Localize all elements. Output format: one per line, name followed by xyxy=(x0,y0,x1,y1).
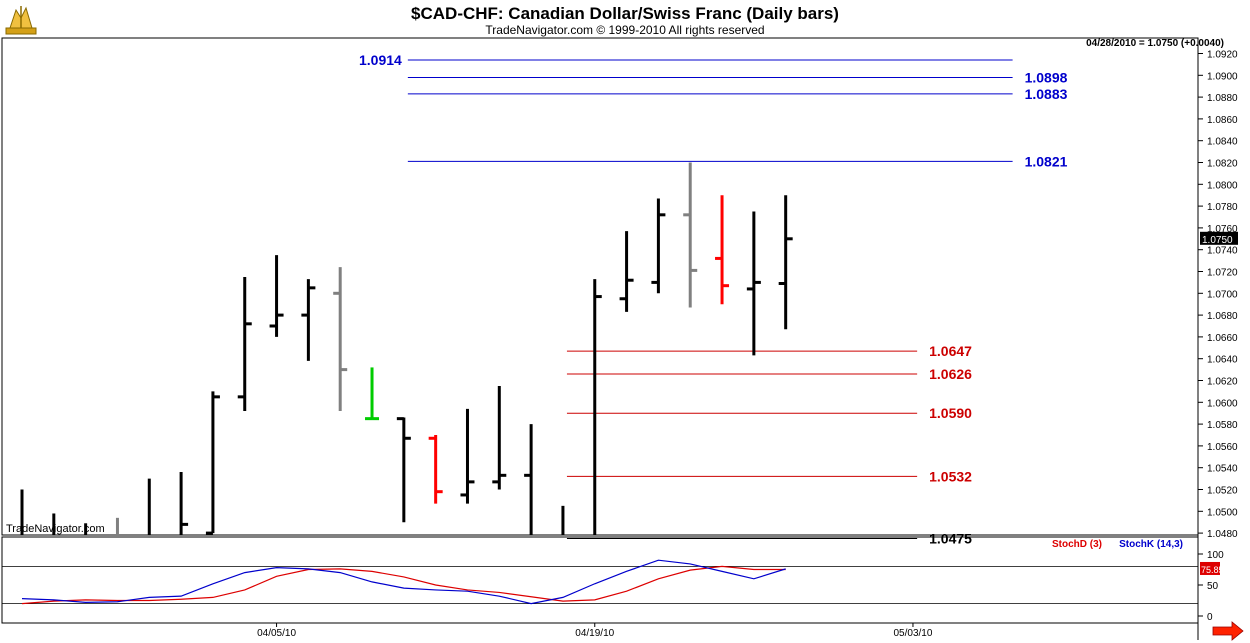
price-tick-label: 1.0600 xyxy=(1207,398,1238,409)
price-tick-label: 1.0820 xyxy=(1207,159,1238,170)
price-tick-label: 1.0840 xyxy=(1207,137,1238,148)
price-tick-label: 1.0760 xyxy=(1207,224,1238,235)
price-tick-label: 1.0520 xyxy=(1207,486,1238,497)
date-tick-label: 05/03/10 xyxy=(893,628,932,639)
level-label: 1.0647 xyxy=(929,343,972,359)
stochastic-last-value-label: 75.85 xyxy=(1201,565,1224,575)
legend-stochd: StochD (3) xyxy=(1052,539,1102,550)
stochastic-series-line xyxy=(21,559,786,605)
price-tick-label: 1.0620 xyxy=(1207,377,1238,388)
legend-stochk: StochK (14,3) xyxy=(1119,539,1183,550)
level-label: 1.0590 xyxy=(929,405,972,421)
price-tick-label: 1.0580 xyxy=(1207,420,1238,431)
price-tick-label: 1.0640 xyxy=(1207,355,1238,366)
price-tick-label: 1.0560 xyxy=(1207,442,1238,453)
price-tick-label: 1.0920 xyxy=(1207,50,1238,61)
price-tick-label: 1.0880 xyxy=(1207,93,1238,104)
stochastic-tick-label: 50 xyxy=(1207,581,1219,592)
stochastic-tick-label: 0 xyxy=(1207,612,1213,623)
price-tick-label: 1.0700 xyxy=(1207,289,1238,300)
price-tick-label: 1.0800 xyxy=(1207,180,1238,191)
price-tick-label: 1.0740 xyxy=(1207,246,1238,257)
last-price-label: 1.0750 xyxy=(1202,235,1233,246)
stochastic-series-line xyxy=(21,565,786,605)
last-price-status: 04/28/2010 = 1.0750 (+0.0040) xyxy=(1086,38,1224,49)
level-label: 1.0626 xyxy=(929,366,972,382)
date-tick-label: 04/19/10 xyxy=(575,628,614,639)
price-tick-label: 1.0480 xyxy=(1207,529,1238,540)
stochastic-tick-label: 100 xyxy=(1207,550,1224,561)
price-panel-frame xyxy=(1,37,1199,536)
stochastic-lines xyxy=(21,559,786,605)
price-tick-label: 1.0900 xyxy=(1207,71,1238,82)
tradenavigator-logo-icon xyxy=(5,6,37,35)
stochastic-last-value-box xyxy=(1200,561,1220,575)
chart-title: $CAD-CHF: Canadian Dollar/Swiss Franc (D… xyxy=(411,4,839,23)
date-tick-label: 04/05/10 xyxy=(257,628,296,639)
ohlc-bars xyxy=(20,162,793,535)
last-price-box xyxy=(1200,231,1238,245)
level-label: 1.0883 xyxy=(1025,86,1068,102)
price-tick-label: 1.0720 xyxy=(1207,268,1238,279)
watermark-text: TradeNavigator.com xyxy=(6,523,105,535)
price-tick-label: 1.0660 xyxy=(1207,333,1238,344)
level-label: 1.0532 xyxy=(929,468,972,484)
level-label: 1.0898 xyxy=(1025,69,1068,85)
price-tick-label: 1.0780 xyxy=(1207,202,1238,213)
stochastic-panel-frame xyxy=(1,536,1199,624)
price-tick-label: 1.0860 xyxy=(1207,115,1238,126)
scroll-right-arrow-icon[interactable] xyxy=(1212,621,1244,641)
price-tick-label: 1.0540 xyxy=(1207,464,1238,475)
price-tick-label: 1.0680 xyxy=(1207,311,1238,322)
level-label: 1.0914 xyxy=(359,52,402,68)
level-label: 1.0821 xyxy=(1025,153,1068,169)
copyright-subtitle: TradeNavigator.com © 1999-2010 All right… xyxy=(485,23,765,37)
price-tick-label: 1.0500 xyxy=(1207,507,1238,518)
level-label: 1.0475 xyxy=(929,531,972,547)
